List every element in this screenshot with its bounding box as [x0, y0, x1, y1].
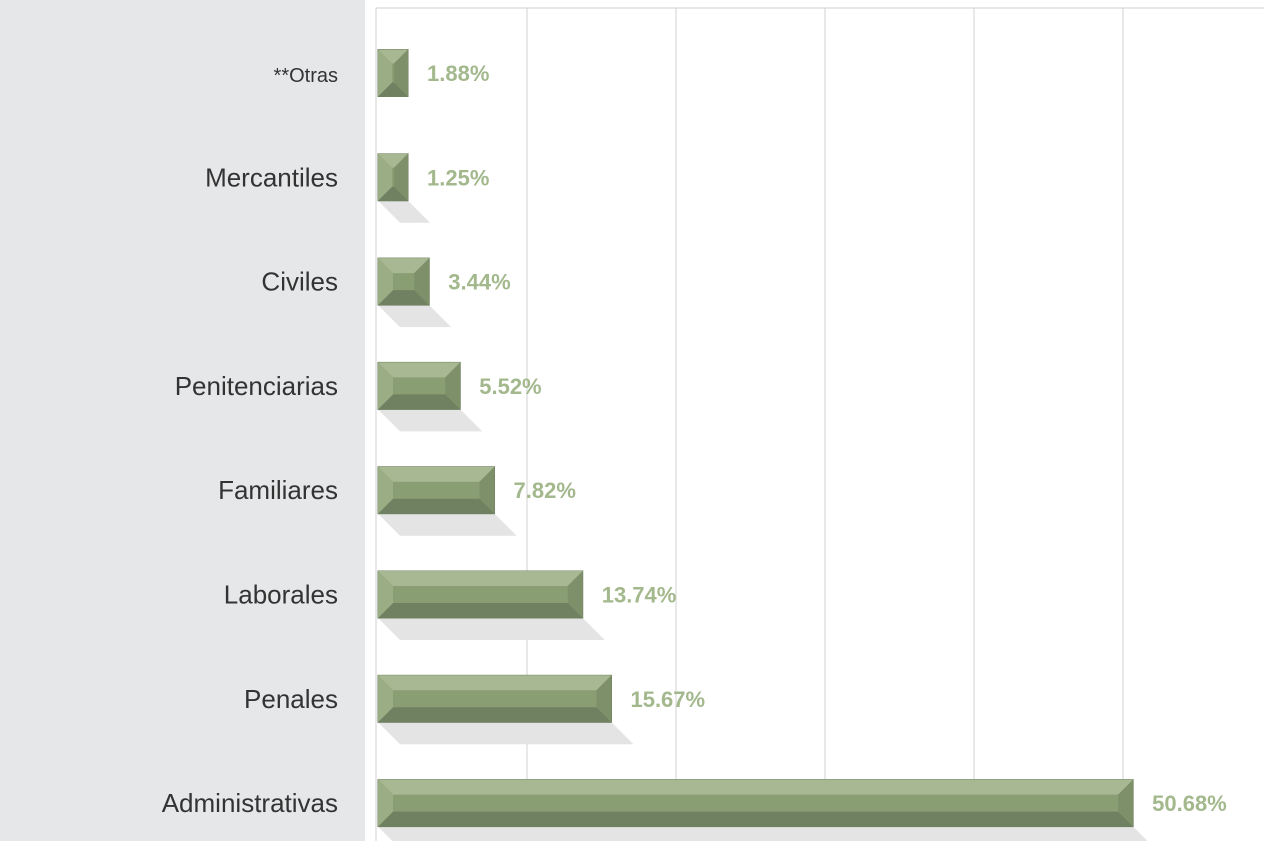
- bar-bevel-right: [414, 258, 430, 306]
- bar-bevel-top: [378, 779, 1134, 795]
- bar-bevel-top: [378, 258, 430, 274]
- gridlines: [375, 7, 1264, 841]
- bar: [377, 466, 517, 536]
- bar-bevel-bottom: [378, 603, 583, 618]
- bar-shadow: [378, 722, 634, 745]
- bar-bevel-bottom: [378, 394, 461, 410]
- bar-bevel-right: [567, 571, 583, 618]
- bar: [377, 570, 605, 640]
- bar-bevel-right: [479, 466, 495, 514]
- value-label: 7.82%: [514, 478, 576, 503]
- category-label: Mercantiles: [205, 162, 338, 192]
- bar-bevel-right: [445, 362, 461, 410]
- bar-bevel-top: [378, 571, 583, 586]
- bar-bevel-left: [378, 571, 393, 618]
- value-label: 1.25%: [427, 165, 489, 190]
- value-label: 5.52%: [479, 374, 541, 399]
- bar-bevel-left: [378, 362, 393, 410]
- bar: [377, 153, 430, 223]
- bar-shadow: [378, 826, 1148, 841]
- bar-bevel-top: [378, 153, 408, 168]
- bar-bevel-top: [378, 466, 495, 482]
- value-label: 15.67%: [630, 687, 705, 712]
- bar-bevel-left: [378, 675, 393, 723]
- bar-bevel-bottom: [378, 498, 495, 514]
- bar-bevel-bottom: [378, 82, 408, 97]
- bar-bevel-top: [378, 675, 612, 691]
- value-label: 50.68%: [1152, 791, 1227, 816]
- bar-shadow: [378, 409, 483, 432]
- bar-shadow: [378, 200, 430, 223]
- bar-bevel-left: [378, 779, 393, 827]
- category-label: Laborales: [224, 580, 338, 610]
- bar: [377, 257, 452, 328]
- category-label-panel: [0, 0, 365, 841]
- bar-bevel-left: [378, 258, 393, 306]
- bar: [377, 49, 409, 97]
- bar-shadow: [378, 305, 452, 328]
- category-label: Penales: [244, 684, 338, 714]
- bars: [377, 49, 1148, 841]
- bar-shadow: [378, 618, 605, 640]
- category-label: Penitenciarias: [175, 371, 338, 401]
- category-label: Civiles: [261, 267, 338, 297]
- category-label: Familiares: [218, 475, 338, 505]
- value-labels: 1.88% 1.25% 3.44% 5.52% 7.82% 13.74% 15.67% 50.…: [427, 61, 1227, 816]
- bar-bevel-bottom: [378, 811, 1134, 827]
- bar-bevel-right: [394, 49, 408, 97]
- bar-bevel-bottom: [378, 707, 612, 723]
- bar: [377, 674, 634, 745]
- bar-bevel-top: [378, 49, 408, 64]
- bar-bevel-right: [596, 675, 612, 723]
- bar-bevel-left: [378, 466, 393, 514]
- category-label: **Otras: [274, 65, 338, 87]
- value-label: 1.88%: [427, 61, 489, 86]
- bar: [377, 361, 483, 432]
- bar: [377, 779, 1148, 841]
- value-label: 3.44%: [448, 270, 510, 295]
- bar-bevel-top: [378, 362, 461, 378]
- bar-bevel-left: [378, 153, 392, 201]
- category-labels: **Otras Mercantiles Civiles Penitenciarias F…: [162, 65, 338, 818]
- category-label: Administrativas: [162, 788, 338, 818]
- bar-bevel-right: [1118, 779, 1134, 827]
- bar-shadow: [378, 513, 517, 536]
- bar-bevel-left: [378, 49, 392, 97]
- bar-bevel-bottom: [378, 186, 408, 201]
- value-label: 13.74%: [602, 583, 677, 608]
- bar-bevel-right: [394, 153, 408, 201]
- bar-bevel-bottom: [378, 290, 430, 306]
